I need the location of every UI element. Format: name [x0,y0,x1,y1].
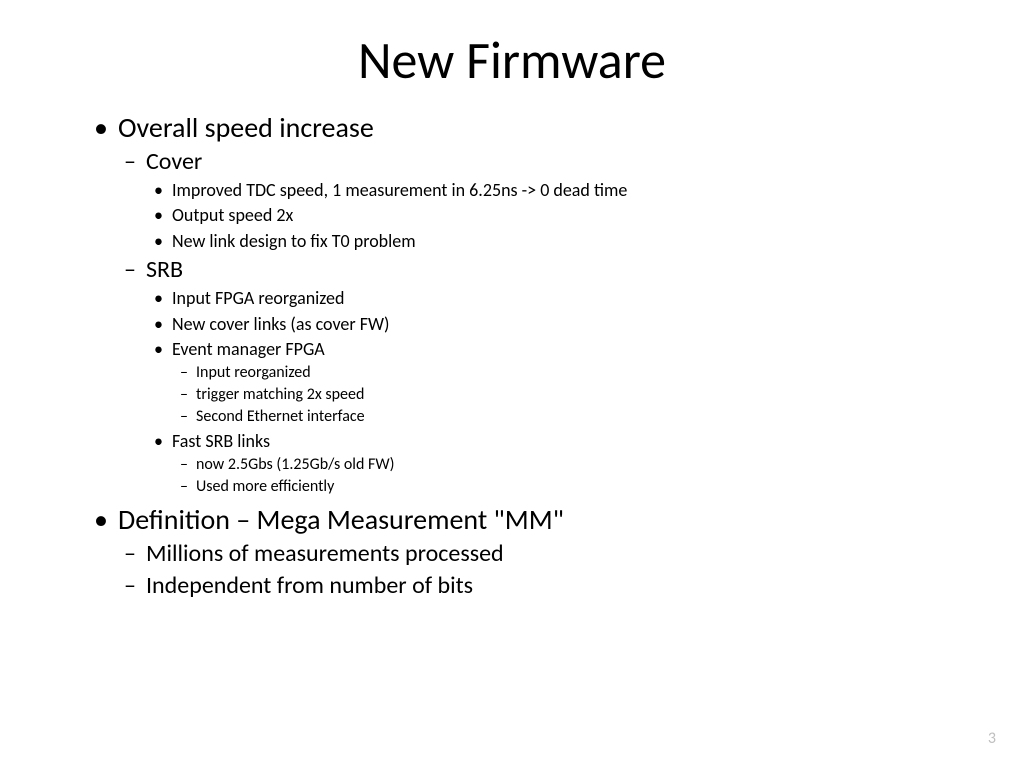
list-item: Overall speed increase Cover Improved TD… [90,110,964,498]
list-item: Event manager FPGA Input reorganized tri… [146,338,964,428]
list-item: Second Ethernet interface [172,407,964,428]
list-item: Independent from number of bits [118,571,964,601]
bullet-text: Independent from number of bits [146,571,473,600]
bullet-text: Definition – Mega Measurement "MM" [118,502,564,537]
bullet-text: Output speed 2x [172,204,293,226]
bullet-text: New link design to fix T0 problem [172,230,416,252]
list-item: trigger matching 2x speed [172,385,964,406]
bullet-text: Used more efficiently [196,477,334,496]
list-item: Input FPGA reorganized [146,287,964,310]
list-item: Output speed 2x [146,204,964,227]
list-item: Used more efficiently [172,477,964,498]
list-item: Cover Improved TDC speed, 1 measurement … [118,147,964,253]
bullet-text: Improved TDC speed, 1 measurement in 6.2… [172,179,627,201]
bullet-text: now 2.5Gbs (1.25Gb/s old FW) [196,455,394,474]
slide-title: New Firmware [60,28,964,92]
list-item: Input reorganized [172,363,964,384]
bullet-text: Input FPGA reorganized [172,287,344,309]
bullet-text: Input reorganized [196,363,311,382]
bullet-text: New cover links (as cover FW) [172,313,389,335]
list-item: Fast SRB links now 2.5Gbs (1.25Gb/s old … [146,430,964,498]
bullet-text: Fast SRB links [172,430,270,452]
bullet-text: Second Ethernet interface [196,407,365,426]
list-item: Improved TDC speed, 1 measurement in 6.2… [146,179,964,202]
bullet-text: SRB [146,255,183,284]
bullet-text: trigger matching 2x speed [196,385,364,404]
bullet-text: Event manager FPGA [172,338,325,360]
list-item: SRB Input FPGA reorganized New cover lin… [118,255,964,498]
bullet-text: Millions of measurements processed [146,539,504,568]
bullet-text: Overall speed increase [118,110,374,145]
page-number: 3 [988,729,996,748]
list-item: Definition – Mega Measurement "MM" Milli… [90,502,964,601]
bullet-text: Cover [146,147,202,176]
slide: New Firmware Overall speed increase Cove… [0,0,1024,768]
bullet-list: Overall speed increase Cover Improved TD… [90,110,964,601]
list-item: Millions of measurements processed [118,539,964,569]
list-item: now 2.5Gbs (1.25Gb/s old FW) [172,455,964,476]
list-item: New link design to fix T0 problem [146,230,964,253]
list-item: New cover links (as cover FW) [146,313,964,336]
slide-content: Overall speed increase Cover Improved TD… [60,110,964,601]
